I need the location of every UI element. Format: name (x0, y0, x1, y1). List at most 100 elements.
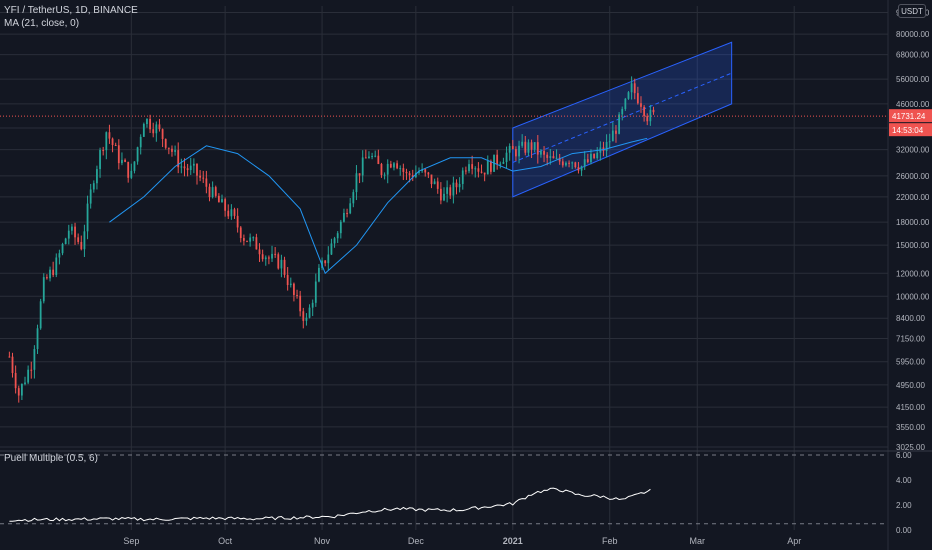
candle-up (249, 237, 252, 242)
candle-down (530, 142, 533, 150)
candle-up (649, 109, 652, 122)
candle-up (86, 203, 89, 232)
candle-down (536, 142, 539, 155)
candle-down (246, 240, 248, 242)
candle-up (327, 254, 330, 264)
time-tick-label: Feb (602, 536, 618, 546)
candle-up (142, 124, 145, 137)
candle-up (486, 161, 489, 175)
candle-up (630, 83, 633, 93)
candle-down (224, 199, 227, 211)
ma-legend[interactable]: MA (21, close, 0) (4, 18, 80, 29)
candle-down (424, 169, 427, 173)
candle-down (299, 295, 302, 312)
candle-up (192, 163, 195, 166)
candle-down (80, 241, 83, 250)
candle-down (152, 129, 155, 134)
symbol-title[interactable]: YFI / TetherUS, 1D, BINANCE (4, 5, 138, 16)
currency-badge[interactable]: USDT (898, 4, 926, 18)
candle-down (524, 141, 527, 153)
candle-down (480, 171, 483, 173)
candle-down (268, 257, 270, 259)
candle-down (640, 103, 642, 107)
oscillator-tick-label: 4.00 (896, 476, 912, 485)
grid-lines (0, 6, 888, 530)
oscillator-tick-label: 2.00 (896, 501, 912, 510)
price-tick-label: 56000.00 (896, 75, 930, 84)
candle-up (89, 189, 92, 204)
candle-down (293, 283, 295, 295)
candle-up (24, 382, 26, 384)
time-tick-label: Mar (690, 536, 706, 546)
candle-up (61, 243, 64, 254)
oscillator-legend[interactable]: Puell Multiple (0.5, 6) (4, 453, 98, 464)
candle-down (586, 159, 589, 163)
price-tick-label: 46000.00 (896, 100, 930, 109)
candle-up (155, 124, 158, 134)
candle-down (411, 175, 414, 178)
candle-down (124, 159, 126, 162)
candle-down (111, 138, 114, 146)
puell-multiple-line (9, 487, 651, 522)
ma-line-layer (109, 137, 648, 275)
candle-up (343, 212, 345, 222)
candle-down (186, 168, 189, 171)
price-tick-label: 26000.00 (896, 172, 930, 181)
candle-up (58, 253, 61, 258)
candle-up (230, 209, 233, 217)
candle-up (505, 152, 508, 163)
candle-down (283, 259, 286, 275)
candle-up (33, 349, 36, 370)
candle-up (311, 302, 314, 308)
candle-up (271, 253, 273, 259)
candle-up (374, 155, 377, 157)
candle-up (105, 132, 108, 151)
candle-down (568, 162, 570, 164)
candle-up (136, 147, 139, 162)
candle-down (11, 356, 14, 374)
candle-up (211, 187, 214, 198)
candle-up (499, 163, 502, 165)
candle-up (527, 142, 530, 153)
candle-down (177, 150, 180, 168)
candle-down (574, 162, 577, 168)
candle-up (446, 187, 449, 194)
oscillator-layer (0, 454, 888, 525)
candle-down (636, 93, 639, 104)
candle-up (71, 226, 73, 231)
candle-up (583, 159, 586, 167)
candle-down (227, 210, 230, 217)
time-tick-label: Nov (314, 536, 331, 546)
candle-down (593, 153, 595, 159)
time-tick-label: 2021 (503, 536, 523, 546)
candle-down (652, 109, 655, 113)
price-tick-label: 8400.00 (896, 314, 925, 323)
candle-down (117, 145, 120, 164)
candle-down (389, 163, 392, 168)
candle-down (324, 260, 327, 264)
candle-down (402, 168, 405, 172)
candle-up (36, 328, 39, 350)
candle-down (214, 187, 217, 196)
candle-down (261, 254, 264, 260)
candle-up (458, 183, 461, 188)
candle-up (189, 165, 192, 171)
candle-down (46, 277, 48, 279)
candle-down (217, 195, 220, 203)
candle-down (427, 172, 430, 175)
time-tick-label: Apr (787, 536, 801, 546)
candle-up (352, 192, 355, 204)
candle-down (515, 149, 517, 157)
candle-up (549, 156, 552, 158)
price-tick-label: 12000.00 (896, 269, 930, 278)
candle-up (443, 193, 445, 201)
oscillator-tick-label: 6.00 (896, 451, 912, 460)
candle-up (174, 150, 176, 152)
candle-down (302, 311, 305, 321)
candle-down (277, 254, 280, 269)
candle-down (14, 373, 17, 389)
candle-down (239, 227, 242, 239)
candle-down (30, 369, 33, 371)
candle-down (471, 164, 474, 169)
